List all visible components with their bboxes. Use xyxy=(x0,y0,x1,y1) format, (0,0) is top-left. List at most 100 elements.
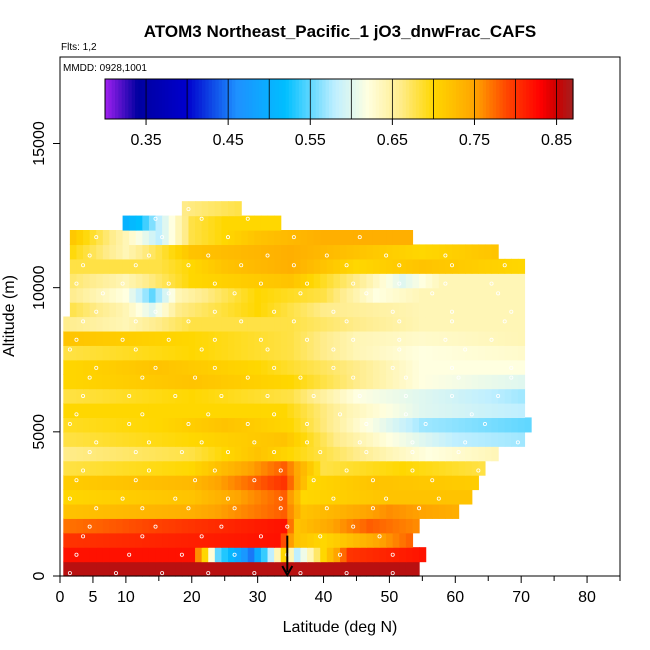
heatmap-cell xyxy=(116,330,124,346)
heatmap-cell xyxy=(155,388,163,404)
heatmap-cell xyxy=(175,287,183,303)
heatmap-cell xyxy=(148,345,157,361)
sample-marker xyxy=(133,319,138,324)
heatmap-cell xyxy=(386,532,394,548)
y-tick-label: 0 xyxy=(31,571,48,580)
colorbar-swatch xyxy=(452,79,457,119)
heatmap-cell xyxy=(517,258,526,274)
heatmap-cell xyxy=(135,287,143,303)
heatmap-cell xyxy=(293,460,302,476)
heatmap-cell xyxy=(267,273,275,289)
heatmap-cell xyxy=(175,230,183,246)
heatmap-cell xyxy=(386,230,394,246)
heatmap-cell xyxy=(287,273,295,289)
heatmap-cell xyxy=(471,446,479,462)
sample-marker xyxy=(212,309,217,314)
heatmap-cell xyxy=(320,475,328,491)
colorbar-swatch xyxy=(405,79,410,119)
sample-marker xyxy=(291,319,296,324)
heatmap-cell xyxy=(175,374,183,390)
colorbar-swatch xyxy=(435,79,440,119)
heatmap-cell xyxy=(195,302,203,318)
heatmap-cell xyxy=(116,359,124,375)
heatmap-cell xyxy=(201,403,209,419)
heatmap-cell xyxy=(83,403,91,419)
sample-marker xyxy=(67,496,72,501)
heatmap-cell xyxy=(340,417,348,433)
heatmap-cell xyxy=(293,388,302,404)
heatmap-cell xyxy=(274,345,282,361)
colorbar-swatch xyxy=(258,79,263,119)
heatmap-cell xyxy=(175,532,183,548)
heatmap-cell xyxy=(333,359,341,375)
heatmap-cell xyxy=(372,374,381,390)
heatmap-cell xyxy=(419,489,427,505)
heatmap-cell xyxy=(89,330,97,346)
heatmap-cell xyxy=(83,547,91,563)
heatmap-cell xyxy=(89,374,97,390)
heatmap-cell xyxy=(445,403,453,419)
heatmap-cell xyxy=(254,503,262,519)
heatmap-cell xyxy=(76,273,84,289)
heatmap-cell xyxy=(465,460,473,476)
heatmap-cell xyxy=(162,330,170,346)
sample-marker xyxy=(496,291,501,296)
heatmap-cell xyxy=(511,316,519,332)
heatmap-cell xyxy=(188,489,196,505)
heatmap-cell xyxy=(432,273,440,289)
heatmap-cell xyxy=(208,359,216,375)
heatmap-cell xyxy=(109,460,117,476)
heatmap-cell xyxy=(438,287,447,303)
heatmap-cell xyxy=(254,273,262,289)
heatmap-cell xyxy=(333,403,341,419)
heatmap-cell xyxy=(372,475,381,491)
heatmap-cell xyxy=(280,273,288,289)
heatmap-cell xyxy=(208,532,216,548)
colorbar-swatch xyxy=(409,79,414,119)
heatmap-cell xyxy=(511,388,519,404)
colorbar-swatch xyxy=(456,79,460,119)
heatmap-cell xyxy=(498,302,506,318)
heatmap-cell xyxy=(214,287,223,303)
heatmap-cell xyxy=(116,518,124,534)
sample-marker xyxy=(331,496,336,501)
colorbar-swatch xyxy=(308,79,313,119)
heatmap-cell xyxy=(162,561,170,577)
heatmap-cell xyxy=(69,503,78,519)
heatmap-cell xyxy=(504,345,512,361)
heatmap-cell xyxy=(353,431,361,447)
sample-marker xyxy=(87,375,92,380)
heatmap-cell xyxy=(300,359,308,375)
heatmap-cell xyxy=(432,475,440,491)
heatmap-cell xyxy=(247,417,255,433)
heatmap-cell xyxy=(465,287,473,303)
sample-marker xyxy=(173,496,178,501)
heatmap-cell xyxy=(405,302,414,318)
heatmap-cell xyxy=(116,417,124,433)
colorbar-swatch xyxy=(268,79,273,119)
heatmap-cell xyxy=(313,518,321,534)
heatmap-cell xyxy=(254,244,262,260)
heatmap-cell xyxy=(135,417,143,433)
heatmap-cell xyxy=(399,518,407,534)
heatmap-cell xyxy=(280,316,288,332)
sample-marker xyxy=(120,496,125,501)
heatmap-cell xyxy=(326,302,335,318)
heatmap-cell xyxy=(188,475,196,491)
heatmap-cell xyxy=(353,388,361,404)
heatmap-cell xyxy=(83,532,91,548)
sample-marker xyxy=(436,496,441,501)
heatmap-cell xyxy=(201,287,209,303)
heatmap-cell xyxy=(353,489,361,505)
heatmap-cell xyxy=(96,330,104,346)
heatmap-cell xyxy=(148,446,157,462)
heatmap-cell xyxy=(340,273,348,289)
sample-marker xyxy=(337,412,342,417)
colorbar-swatch xyxy=(466,79,470,119)
sample-marker xyxy=(74,552,79,557)
colorbar-swatch xyxy=(506,79,511,119)
heatmap-cell xyxy=(293,547,302,563)
heatmap-cell xyxy=(162,446,170,462)
heatmap-cell xyxy=(504,287,512,303)
heatmap-cell xyxy=(195,201,203,217)
